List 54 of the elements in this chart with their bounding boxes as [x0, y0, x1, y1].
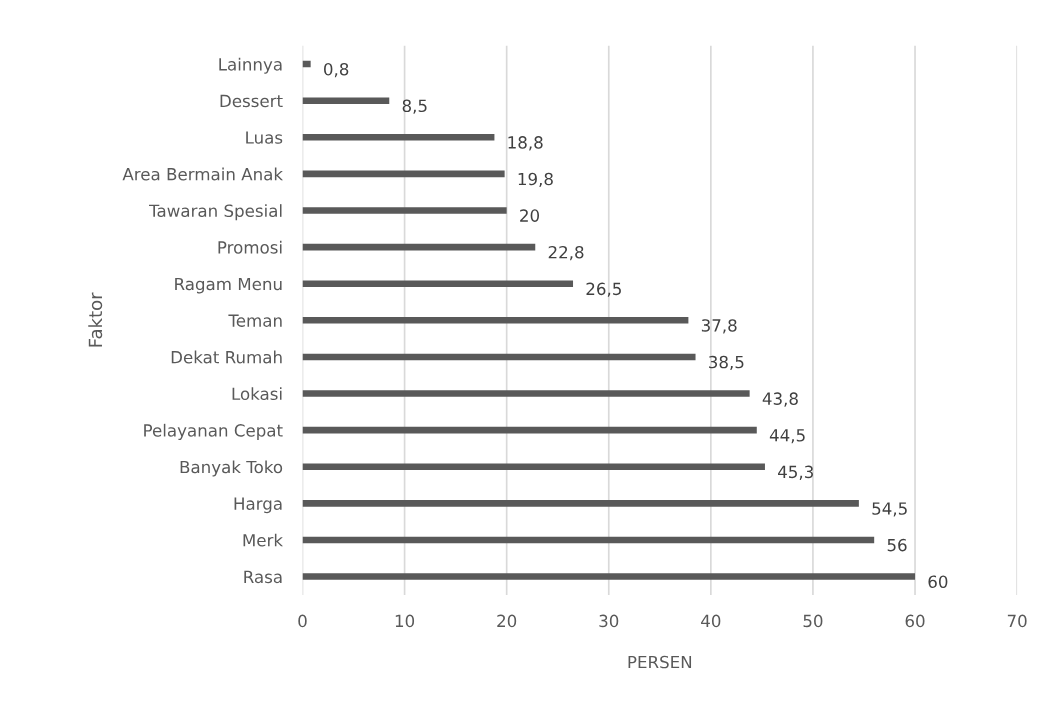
bar	[302, 243, 536, 251]
y-tick-label: Luas	[246, 131, 283, 144]
data-label: 45,3	[778, 465, 813, 480]
bar	[302, 426, 757, 434]
x-tick-label: 70	[1007, 614, 1027, 628]
data-label: 56	[887, 538, 907, 552]
data-label: 44,5	[769, 429, 805, 444]
y-tick-label: Banyak Toko	[180, 460, 283, 477]
y-tick-label: Dekat Rumah	[171, 350, 282, 364]
y-tick-label: Merk	[243, 533, 284, 547]
bar	[302, 500, 859, 507]
data-label: 22,8	[548, 245, 584, 261]
bar	[302, 353, 696, 361]
y-axis-title: Faktor	[88, 292, 103, 347]
bar	[302, 536, 875, 544]
y-tick-label: Harga	[234, 497, 282, 514]
data-label: 43,8	[762, 392, 798, 407]
y-tick-label: Lainnya	[219, 57, 282, 74]
x-tick-label: 60	[905, 614, 925, 628]
x-tick-label: 50	[803, 614, 823, 628]
y-tick-label: Promosi	[218, 240, 282, 254]
y-tick-label: Area Bermain Anak	[122, 167, 284, 181]
bar	[302, 573, 916, 580]
x-tick-label: 40	[701, 614, 721, 628]
data-label: 8,5	[402, 99, 427, 114]
y-tick-label: Dessert	[220, 94, 283, 108]
bar	[302, 463, 765, 471]
bar	[302, 317, 689, 324]
y-tick-label: Lokasi	[232, 387, 282, 401]
data-label: 26,5	[586, 282, 621, 297]
x-tick-label: 10	[395, 614, 415, 628]
y-tick-label: Rasa	[244, 570, 282, 584]
y-tick-label: Teman	[228, 314, 282, 327]
data-label: 37,8	[701, 319, 737, 334]
bar	[302, 170, 505, 178]
bar	[302, 133, 495, 141]
x-tick-label: 0	[298, 614, 307, 628]
bar	[302, 207, 507, 214]
data-label: 0,8	[324, 62, 349, 78]
y-tick-label: Ragam Menu	[175, 277, 282, 294]
data-label: 38,5	[709, 355, 744, 371]
data-label: 20	[520, 209, 540, 222]
bar	[302, 390, 750, 397]
data-label: 19,8	[518, 172, 553, 188]
y-tick-label: Pelayanan Cepat	[144, 423, 283, 440]
x-tick-label: 20	[497, 614, 517, 628]
x-axis-title: PERSEN	[628, 655, 692, 669]
data-label: 18,8	[508, 136, 543, 151]
bar	[302, 97, 390, 104]
data-label: 60	[928, 575, 948, 588]
data-label: 54,5	[872, 502, 907, 517]
y-tick-label: Tawaran Spesial	[149, 204, 282, 221]
x-tick-label: 30	[599, 614, 619, 628]
bar	[302, 280, 574, 288]
